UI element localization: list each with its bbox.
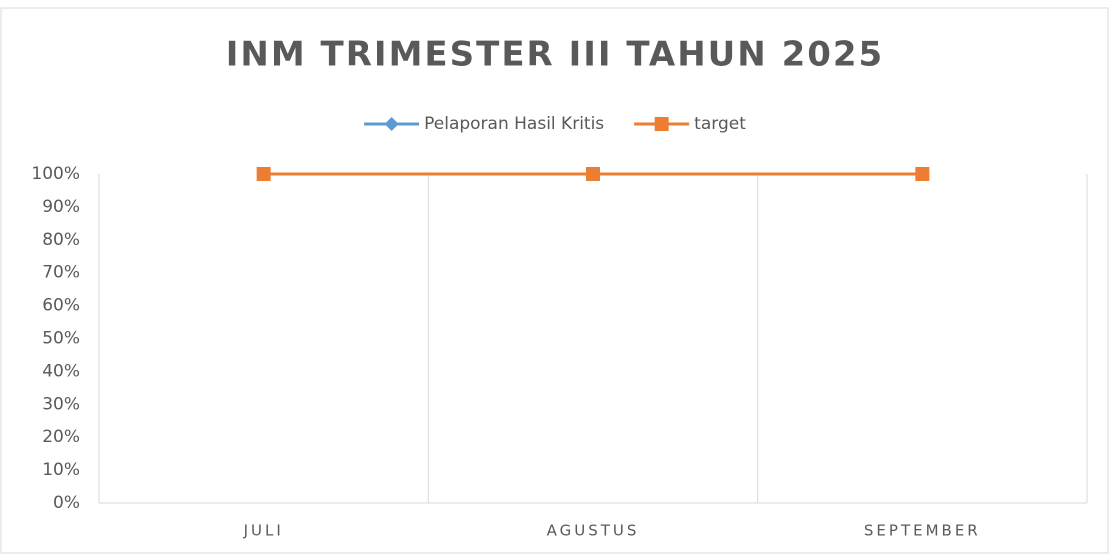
y-tick-label: 50% [42, 329, 80, 349]
y-tick-label: 30% [42, 394, 80, 414]
chart-border [0, 7, 1109, 554]
y-tick-label: 80% [42, 230, 80, 250]
x-tick-label: AGUSTUS [547, 522, 640, 540]
legend-label: target [694, 114, 746, 134]
y-tick-label: 70% [42, 263, 80, 283]
legend-marker [654, 117, 669, 131]
marker [915, 167, 930, 181]
legend-label: Pelaporan Hasil Kritis [424, 114, 604, 134]
legend-marker [384, 117, 399, 131]
chart-title: INM TRIMESTER III TAHUN 2025 [226, 35, 884, 75]
y-tick-label: 60% [42, 296, 80, 316]
marker [256, 167, 271, 181]
x-tick-label: SEPTEMBER [864, 522, 981, 540]
y-tick-label: 0% [53, 493, 80, 513]
marker [586, 167, 600, 181]
y-tick-label: 90% [42, 197, 80, 217]
y-tick-label: 20% [42, 427, 80, 447]
x-tick-label: JULI [243, 522, 284, 540]
y-tick-label: 10% [42, 460, 80, 480]
y-tick-label: 40% [42, 361, 80, 381]
y-tick-label: 100% [31, 164, 80, 184]
